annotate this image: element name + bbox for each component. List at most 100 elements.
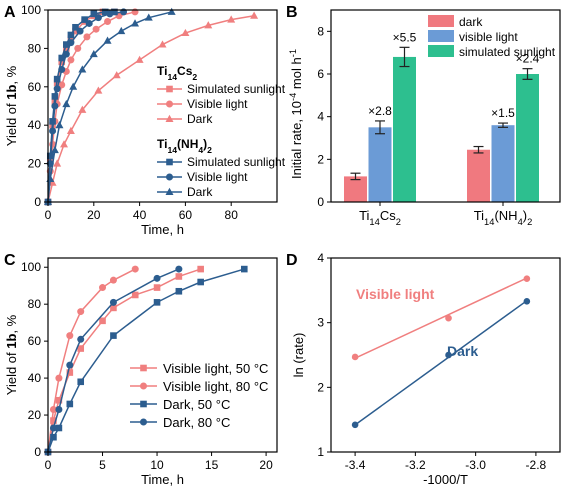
a-data-point <box>81 16 88 23</box>
panel-letter-c: C <box>4 252 16 269</box>
c-data-point <box>55 424 63 432</box>
a-data-point <box>48 178 57 186</box>
b-legend-swatch <box>428 45 454 57</box>
b-ytick-label: 0 <box>317 195 324 209</box>
b-bar <box>516 74 539 202</box>
b-legend-label: simulated sunlight <box>459 45 556 59</box>
b-ratio-label: ×2.4 <box>516 52 540 66</box>
c-data-point <box>175 287 183 295</box>
c-legend-label: Visible light, 80 °C <box>163 379 268 394</box>
c-frame <box>47 257 278 453</box>
c-legend-label: Visible light, 50 °C <box>163 361 268 376</box>
a-data-point <box>104 18 112 26</box>
c-legend-swatch-marker <box>140 364 147 372</box>
a-data-point <box>250 11 259 19</box>
a-frame <box>47 9 278 203</box>
a-data-point <box>94 14 102 22</box>
a-data-point <box>101 8 109 16</box>
c-data-point <box>66 369 74 376</box>
c-data-point <box>99 317 106 325</box>
a-legend-label: Dark <box>187 185 213 199</box>
a-data-point <box>58 58 66 66</box>
d-fit-line <box>354 277 528 359</box>
c-data-point <box>240 265 248 273</box>
a-xtick-label: 0 <box>45 208 52 222</box>
b-bar <box>368 127 392 202</box>
c-data-point <box>66 332 74 340</box>
c-data-point <box>55 374 63 382</box>
c-data-point <box>55 406 63 414</box>
a-data-point <box>55 121 64 129</box>
d-xtick-label: -3.2 <box>405 458 426 472</box>
b-ytick-label: 4 <box>317 110 324 124</box>
b-legend-label: visible light <box>459 30 518 44</box>
c-data-point <box>109 298 117 306</box>
b-legend-swatch <box>428 30 454 42</box>
c-data-point <box>153 274 161 282</box>
a-ytick-label: 0 <box>34 195 41 209</box>
c-legend-swatch-marker <box>140 400 147 408</box>
a-legend-swatch-marker <box>165 114 174 122</box>
a-xtick-label: 40 <box>133 208 147 222</box>
a-legend-swatch-marker <box>166 173 173 181</box>
panel-b: ×2.8 ×1.5 ×5.5 ×2.4 0 2 4 6 8 Ti14Cs2 Ti14(NH4)2 In… <box>288 9 561 227</box>
a-data-point <box>83 33 91 41</box>
a-data-point <box>90 10 98 18</box>
d-xtick-label: -2.8 <box>526 458 547 472</box>
a-legend-swatch-marker <box>166 100 173 108</box>
a-data-point <box>58 54 66 62</box>
c-data-point <box>55 396 63 404</box>
a-data-point <box>67 31 75 39</box>
a-data-point <box>58 66 66 74</box>
c-data-point <box>131 265 139 273</box>
a-data-point <box>78 65 87 73</box>
c-data-point <box>77 345 85 352</box>
a-data-point <box>53 159 62 167</box>
b-bar <box>344 176 367 202</box>
d-ytick-label: 2 <box>317 380 324 394</box>
b-y-axis-title: Initial rate, 10-4 mol h-1 <box>288 49 304 179</box>
d-ytick-label: 1 <box>317 445 324 459</box>
d-data-point <box>351 421 359 429</box>
a-data-point <box>67 35 75 43</box>
a-ytick-label: 100 <box>21 3 41 17</box>
c-data-point <box>50 433 57 441</box>
c-legend-swatch-marker <box>140 382 147 390</box>
c-data-point <box>66 361 74 369</box>
a-series-line <box>47 11 136 203</box>
a-data-point <box>62 99 71 108</box>
b-bar <box>467 149 490 202</box>
a-data-point <box>51 93 59 100</box>
d-x-axis-title: -1000/T <box>423 472 468 487</box>
c-data-point <box>153 284 161 291</box>
d-data-point <box>445 314 452 322</box>
d-y-axis-title: ln (rate) <box>291 333 306 378</box>
a-legend-label: Dark <box>187 112 213 126</box>
panel-c: 0 5 10 15 20 0 20 40 60 80 100 Time, h Yield of 1b, … <box>4 257 278 487</box>
a-xtick-label: 20 <box>87 208 101 222</box>
c-data-point <box>109 276 117 284</box>
c-legend-swatch-marker <box>140 418 147 426</box>
c-data-point <box>197 265 204 273</box>
a-legend-label: Simulated sunlight <box>187 155 286 169</box>
c-data-point <box>110 332 117 339</box>
c-data-point <box>77 378 85 386</box>
c-ytick-label: 0 <box>34 445 41 459</box>
a-data-point <box>117 26 126 35</box>
c-data-point <box>66 400 74 408</box>
a-legend-swatch-marker <box>165 187 174 195</box>
d-ytick-label: 3 <box>317 316 324 330</box>
b-frame <box>330 9 561 203</box>
c-ytick-label: 60 <box>28 334 42 348</box>
d-data-point <box>351 353 359 361</box>
a-y-axis-title: Yield of 1b, % <box>4 65 19 146</box>
b-ratio-label: ×2.8 <box>368 104 392 118</box>
b-category-label: Ti14(NH4)2 <box>474 208 533 227</box>
c-x-axis-title: Time, h <box>141 472 184 487</box>
d-fit-line <box>354 300 528 426</box>
c-ytick-label: 80 <box>28 297 42 311</box>
a-data-point <box>76 27 84 35</box>
c-ytick-label: 40 <box>28 371 42 385</box>
d-ytick-label: 4 <box>317 251 324 265</box>
a-data-point <box>106 10 114 18</box>
